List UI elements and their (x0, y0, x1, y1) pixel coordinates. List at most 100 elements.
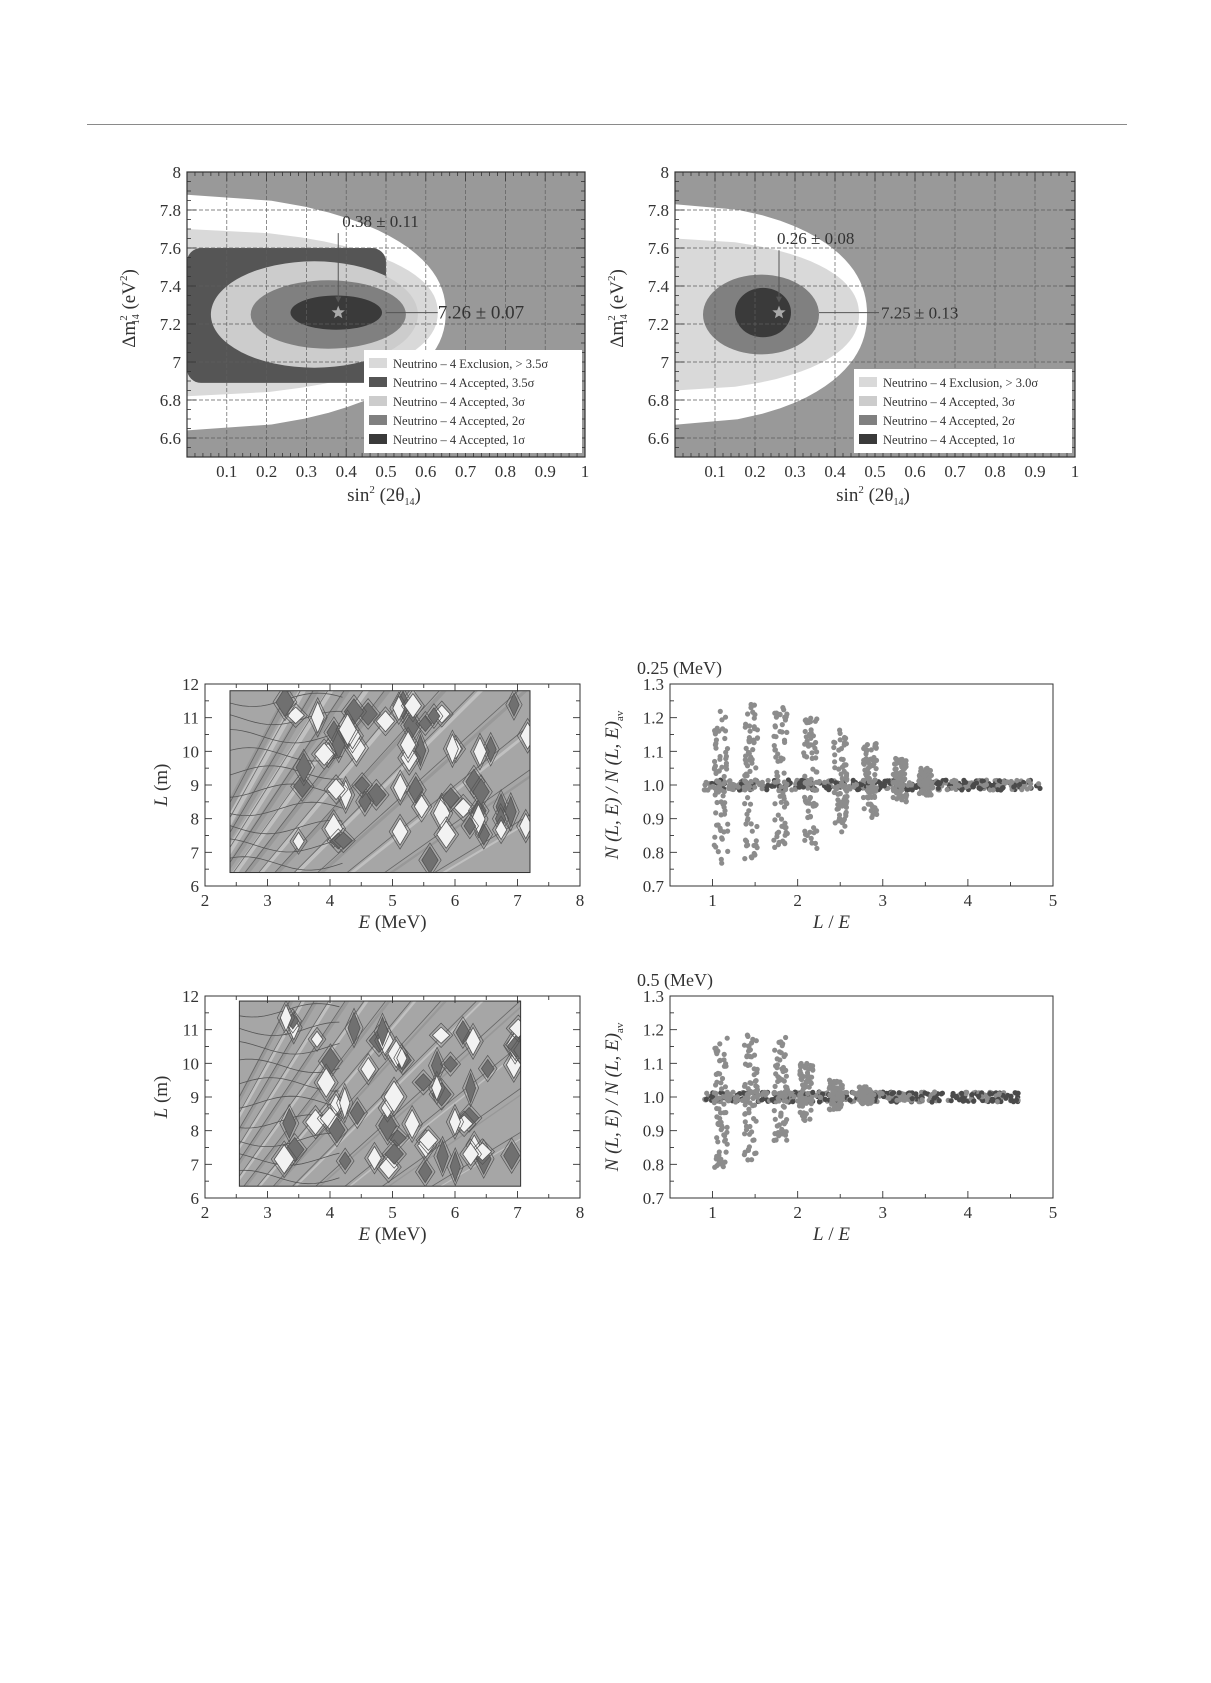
data-point (837, 727, 843, 733)
data-point (752, 777, 758, 783)
contour-line (256, 1001, 412, 1187)
contour-line (438, 783, 463, 813)
contour-island (519, 721, 530, 750)
y-tick-label: 7 (661, 353, 670, 372)
data-point (853, 782, 860, 788)
x-tick-label: 0.2 (256, 462, 277, 481)
x-tick-label: 0.5 (864, 462, 885, 481)
contour-island (472, 1142, 493, 1162)
data-point (711, 766, 718, 772)
data-point (719, 1075, 726, 1082)
y-tick-label: 1.3 (643, 675, 664, 694)
contour-line (289, 827, 308, 855)
legend-label: Neutrino – 4 Accepted, 3σ (883, 395, 1015, 409)
data-point (981, 782, 988, 788)
data-point (774, 1062, 781, 1068)
best-fit-x-annotation: 0.38 ± 0.11 (342, 212, 419, 231)
contour-island (407, 775, 424, 805)
data-point (828, 778, 835, 784)
data-point (751, 1052, 758, 1058)
data-point (810, 1067, 816, 1073)
data-point (747, 1123, 753, 1130)
data-point (772, 1116, 778, 1122)
data-point (807, 719, 814, 725)
data-point (781, 1078, 787, 1084)
contour-line (470, 732, 490, 771)
y-tick-label: 1.3 (643, 987, 664, 1006)
contour-line (325, 1112, 349, 1148)
x-axis-title: sin2 (2θ14) (347, 484, 421, 508)
exclusion-plot-right: 0.1 0.2 0.3 0.4 0.5 0.6 0.7 0.8 0.9 1 6.6 6.8 7 7.2 7.… (606, 163, 1079, 508)
x-tick-label: 0.1 (704, 462, 725, 481)
data-point (798, 1070, 804, 1076)
data-point (745, 795, 751, 801)
data-point (1013, 1097, 1020, 1103)
data-point (936, 1098, 942, 1104)
data-point (712, 834, 718, 840)
data-point (951, 777, 957, 784)
data-point (861, 757, 867, 763)
data-point (714, 725, 720, 731)
data-point (877, 1089, 883, 1095)
contour-line (270, 1140, 298, 1179)
data-point (850, 777, 856, 783)
contour-stripe (239, 1001, 306, 1119)
data-point (784, 1084, 790, 1090)
contour-stripe (239, 1001, 369, 1181)
contour-island (503, 1141, 521, 1171)
contour-island (465, 1026, 481, 1057)
data-point (745, 816, 751, 822)
best-fit-y-annotation: 7.26 ± 0.07 (438, 303, 524, 324)
data-point (715, 849, 721, 855)
data-point (781, 840, 788, 846)
contour-line (239, 1001, 302, 1114)
exclusion-plot-left: 0.1 0.2 0.3 0.4 0.5 0.6 0.7 0.8 0.9 1 6.6 6.8 7 7.2 7.… (118, 163, 589, 508)
y-tick-label: 7 (191, 1155, 200, 1174)
contour-island (431, 1026, 451, 1044)
x-tick-label: 1 (1071, 462, 1080, 481)
y-tick-label: 7.8 (648, 201, 669, 220)
data-point (872, 794, 878, 801)
data-point (899, 1095, 906, 1101)
contour-island (279, 1003, 293, 1033)
y-tick-label: 6.6 (160, 429, 181, 448)
contour-island (465, 1072, 477, 1105)
data-point (714, 822, 720, 828)
data-point (810, 1063, 816, 1069)
data-point (803, 1100, 809, 1106)
contour-island (366, 782, 387, 807)
contour-island (358, 790, 372, 814)
data-point (754, 845, 760, 851)
data-point (800, 784, 807, 790)
data-point (754, 1066, 760, 1072)
data-point (724, 1035, 730, 1041)
data-point (903, 791, 909, 797)
ticks (669, 995, 1054, 1199)
contour-line (393, 1043, 411, 1074)
data-point (844, 1089, 850, 1096)
data-point (867, 761, 873, 767)
contour-line (446, 1147, 464, 1187)
data-point (745, 711, 751, 717)
data-point (778, 784, 784, 790)
legend-label: Neutrino – 4 Accepted, 3σ (393, 395, 525, 409)
data-point (837, 1089, 843, 1095)
y-axis-title: N (L, E) / N (L, E)av (602, 1022, 626, 1172)
data-point (717, 756, 723, 762)
contour-island (472, 778, 490, 806)
data-point (782, 1093, 789, 1099)
data-point (724, 766, 730, 772)
data-point (800, 1082, 806, 1088)
data-point (717, 1115, 723, 1122)
data-point (780, 756, 786, 762)
data-point (771, 1089, 778, 1095)
y-tick-label: 1.1 (643, 742, 664, 761)
contour-stripe (294, 1001, 484, 1187)
data-point (836, 812, 843, 818)
contour-island (282, 1107, 297, 1140)
data-point (780, 705, 786, 711)
data-point (963, 779, 969, 785)
contour-line (468, 799, 489, 839)
data-point (773, 734, 779, 740)
data-point (749, 828, 755, 834)
